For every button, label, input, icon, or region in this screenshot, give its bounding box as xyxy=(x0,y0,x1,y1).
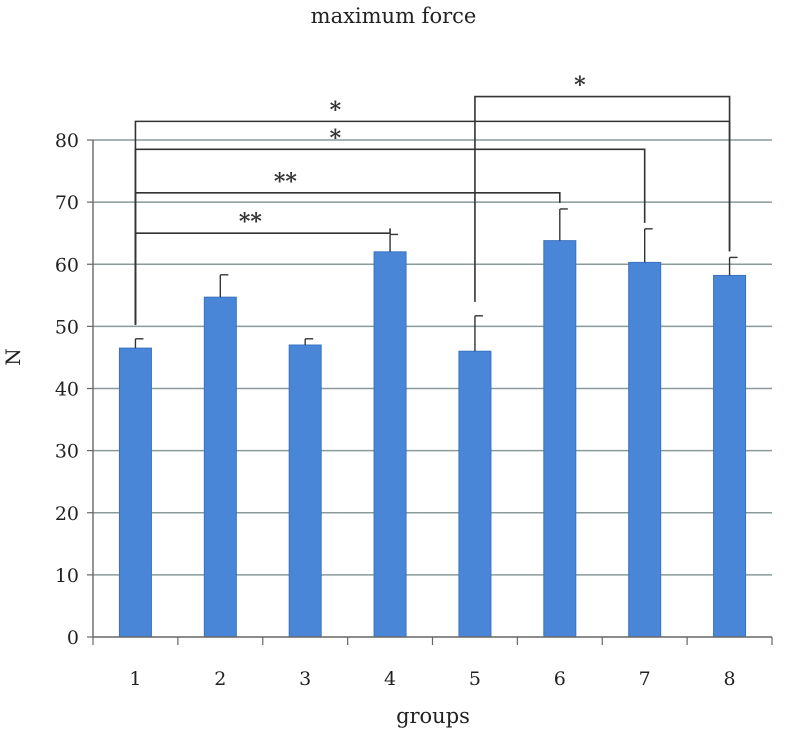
bar-5 xyxy=(458,350,492,638)
y-tick-label-80: 80 xyxy=(55,130,79,152)
bar-8 xyxy=(713,274,747,638)
y-tick-label-0: 0 xyxy=(67,627,79,649)
x-axis-label: groups xyxy=(396,704,470,728)
y-axis-label: N xyxy=(1,348,25,366)
y-tick-label-70: 70 xyxy=(55,192,79,214)
bar-3 xyxy=(288,344,322,638)
significance-label-1-8: * xyxy=(330,97,342,123)
significance-label-1-4: ** xyxy=(239,209,263,235)
significance-label-5-8: * xyxy=(574,73,586,99)
x-tick-label-8: 8 xyxy=(724,668,736,690)
bar-1 xyxy=(118,347,152,638)
significance-label-1-7: * xyxy=(330,125,342,151)
x-tick-label-1: 1 xyxy=(129,668,141,690)
x-tick-label-3: 3 xyxy=(299,668,311,690)
y-tick-label-30: 30 xyxy=(55,441,79,463)
x-tick-label-4: 4 xyxy=(384,668,396,690)
y-tick-label-20: 20 xyxy=(55,503,79,525)
bar-7 xyxy=(628,261,662,638)
bar-4 xyxy=(373,251,407,638)
significance-bracket-5-8 xyxy=(474,95,731,302)
x-tick-label-7: 7 xyxy=(639,668,651,690)
significance-bracket-1-6 xyxy=(134,192,561,325)
significance-bracket-1-4 xyxy=(134,228,391,325)
bar-2 xyxy=(203,296,237,638)
y-tick-label-10: 10 xyxy=(55,565,79,587)
y-tick-label-60: 60 xyxy=(55,254,79,276)
bar-6 xyxy=(543,240,577,638)
x-tick-label-2: 2 xyxy=(214,668,226,690)
x-tick-label-6: 6 xyxy=(554,668,566,690)
y-tick-label-40: 40 xyxy=(55,379,79,401)
chart-title: maximum force xyxy=(310,4,477,28)
significance-label-1-6: ** xyxy=(274,169,298,195)
y-tick-label-50: 50 xyxy=(55,316,79,338)
x-tick-label-5: 5 xyxy=(469,668,481,690)
